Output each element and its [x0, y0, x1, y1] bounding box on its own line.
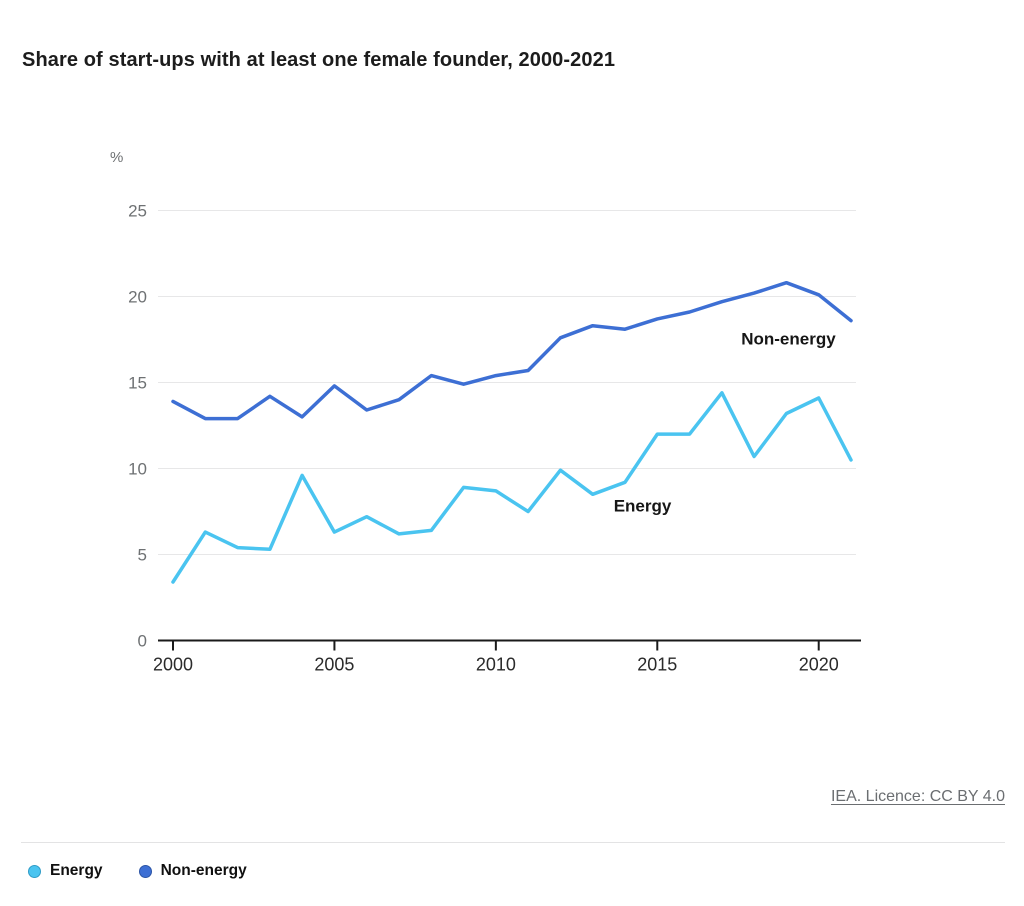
x-axis-label: 2020 — [799, 655, 839, 675]
y-axis-label: 25 — [128, 202, 147, 221]
y-axis-label: 20 — [128, 288, 147, 307]
y-axis-label: 10 — [128, 460, 147, 479]
non-energy-series-line[interactable] — [171, 280, 853, 421]
footer-divider — [21, 842, 1005, 843]
chart-title: Share of start-ups with at least one fem… — [22, 49, 616, 71]
non-energy-legend-dot-icon — [138, 864, 152, 878]
x-axis-label: 2005 — [314, 655, 354, 675]
y-axis-label: 5 — [138, 546, 147, 565]
legend-label-non-energy: Non-energy — [160, 862, 247, 879]
y-axis-label: 15 — [128, 374, 147, 393]
energy-legend-dot-icon — [28, 864, 41, 878]
x-axis-label: 2000 — [153, 655, 193, 675]
legend-item-energy[interactable]: Energy — [28, 862, 103, 880]
series-annotation-non-energy: Non-energy — [741, 330, 836, 349]
legend-item-non-energy[interactable]: Non-energy — [138, 862, 247, 880]
energy-series-line[interactable] — [171, 391, 853, 584]
series-annotation-energy: Energy — [614, 497, 672, 516]
y-axis-label: 0 — [138, 632, 147, 651]
line-chart: % 0 5 10 15 20 25 2000 2005 2010 2015 2020 Energy Non… — [110, 149, 861, 675]
x-axis-label: 2010 — [476, 655, 516, 675]
chart-legend: Energy Non-energy — [28, 862, 247, 880]
y-axis-unit-label: % — [110, 149, 123, 166]
legend-label-energy: Energy — [50, 862, 103, 879]
licence-link[interactable]: IEA. Licence: CC BY 4.0 — [830, 788, 1005, 805]
x-axis-label: 2015 — [637, 655, 677, 675]
